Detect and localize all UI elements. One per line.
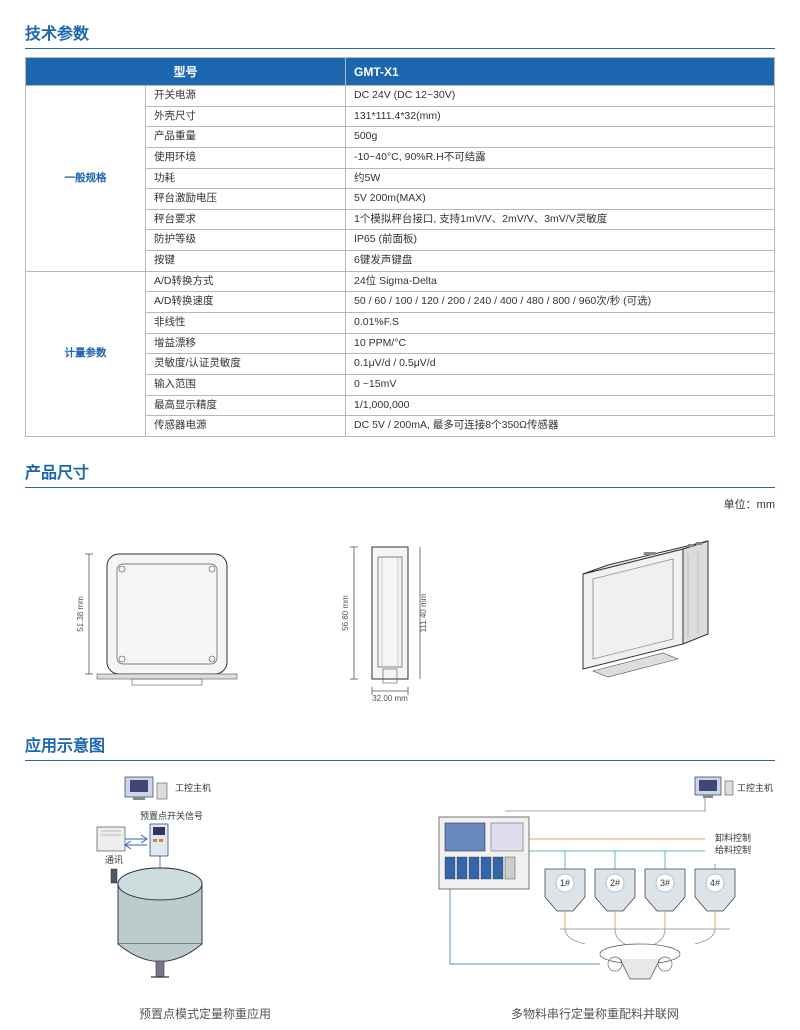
app-right-diagram: 工控主机 卸料控制 给料控制 xyxy=(405,769,785,999)
svg-text:2#: 2# xyxy=(610,878,620,888)
svg-text:111.40 mm: 111.40 mm xyxy=(419,594,428,633)
group-cell: 一般规格 xyxy=(26,86,146,272)
spec-label: 外壳尺寸 xyxy=(146,106,346,127)
spec-value: 0.1μV/d / 0.5μV/d xyxy=(346,354,775,375)
spec-label: 按键 xyxy=(146,251,346,272)
spec-value: 约5W xyxy=(346,168,775,189)
section-title-dims: 产品尺寸 xyxy=(25,459,775,488)
spec-value: 10 PPM/°C xyxy=(346,333,775,354)
svg-text:32.00 mm: 32.00 mm xyxy=(372,694,408,703)
side-view-drawing: 56.80 mm 111.40 mm 32.00 mm xyxy=(330,529,450,704)
spec-value: 500g xyxy=(346,127,775,148)
app-left-caption: 预置点模式定量称重应用 xyxy=(139,1005,271,1022)
svg-text:工控主机: 工控主机 xyxy=(175,782,211,793)
svg-text:卸料控制: 卸料控制 xyxy=(715,832,751,843)
svg-text:3#: 3# xyxy=(660,878,670,888)
app-right-caption: 多物料串行定量称重配料并联网 xyxy=(511,1005,679,1022)
app-left-diagram: 工控主机 预置点开关信号 通讯 xyxy=(65,769,345,999)
spec-label: 灵敏度/认证灵敏度 xyxy=(146,354,346,375)
spec-label: A/D转换方式 xyxy=(146,271,346,292)
iso-view-drawing xyxy=(533,529,733,704)
spec-value: 1个模拟秤台接口, 支持1mV/V、2mV/V、3mV/V灵敏度 xyxy=(346,209,775,230)
spec-value: 24位 Sigma-Delta xyxy=(346,271,775,292)
spec-value: 1/1,000,000 xyxy=(346,395,775,416)
group-cell: 计量参数 xyxy=(26,271,146,436)
unit-label: 单位：mm xyxy=(25,496,775,512)
table-row: 计量参数A/D转换方式24位 Sigma-Delta xyxy=(26,271,775,292)
spec-label: 防护等级 xyxy=(146,230,346,251)
spec-label: 开关电源 xyxy=(146,86,346,107)
svg-text:4#: 4# xyxy=(710,878,720,888)
spec-table: 型号 GMT-X1 一般规格开关电源DC 24V (DC 12~30V)外壳尺寸… xyxy=(25,57,775,437)
spec-value: 5V 200m(MAX) xyxy=(346,189,775,210)
spec-value: IP65 (前面板) xyxy=(346,230,775,251)
app-left: 工控主机 预置点开关信号 通讯 预置点模式定量称重应用 xyxy=(25,769,385,1022)
spec-label: 增益漂移 xyxy=(146,333,346,354)
spec-label: A/D转换速度 xyxy=(146,292,346,313)
table-header-value: GMT-X1 xyxy=(346,58,775,86)
svg-text:通讯: 通讯 xyxy=(105,855,123,865)
spec-label: 最高显示精度 xyxy=(146,395,346,416)
svg-text:工控主机: 工控主机 xyxy=(737,782,773,793)
spec-label: 秤台激励电压 xyxy=(146,189,346,210)
spec-label: 使用环境 xyxy=(146,147,346,168)
spec-value: 50 / 60 / 100 / 120 / 200 / 240 / 400 / … xyxy=(346,292,775,313)
svg-text:51.38 mm: 51.38 mm xyxy=(76,596,85,632)
spec-label: 秤台要求 xyxy=(146,209,346,230)
svg-text:1#: 1# xyxy=(560,878,570,888)
table-header-model: 型号 xyxy=(26,58,346,86)
svg-text:56.80 mm: 56.80 mm xyxy=(341,595,350,631)
spec-value: DC 24V (DC 12~30V) xyxy=(346,86,775,107)
app-right: 工控主机 卸料控制 给料控制 xyxy=(415,769,775,1022)
spec-value: 0.01%F.S xyxy=(346,313,775,334)
spec-label: 产品重量 xyxy=(146,127,346,148)
table-row: 一般规格开关电源DC 24V (DC 12~30V) xyxy=(26,86,775,107)
spec-value: -10~40°C, 90%R.H不可结露 xyxy=(346,147,775,168)
svg-text:给料控制: 给料控制 xyxy=(715,844,751,855)
section-title-app: 应用示意图 xyxy=(25,732,775,761)
spec-value: DC 5V / 200mA, 最多可连接8个350Ω传感器 xyxy=(346,416,775,437)
spec-value: 0 ~15mV xyxy=(346,374,775,395)
spec-label: 功耗 xyxy=(146,168,346,189)
app-area: 工控主机 预置点开关信号 通讯 预置点模式定量称重应用 xyxy=(25,769,775,1022)
spec-label: 传感器电源 xyxy=(146,416,346,437)
section-title-specs: 技术参数 xyxy=(25,20,775,49)
dimensions-area: 51.38 mm 56.80 mm 111.40 mm 32.00 mm xyxy=(25,522,775,712)
front-view-drawing: 51.38 mm xyxy=(67,529,247,704)
spec-value: 6键发声键盘 xyxy=(346,251,775,272)
spec-label: 输入范围 xyxy=(146,374,346,395)
svg-text:预置点开关信号: 预置点开关信号 xyxy=(140,810,203,821)
spec-label: 非线性 xyxy=(146,313,346,334)
spec-value: 131*111.4*32(mm) xyxy=(346,106,775,127)
